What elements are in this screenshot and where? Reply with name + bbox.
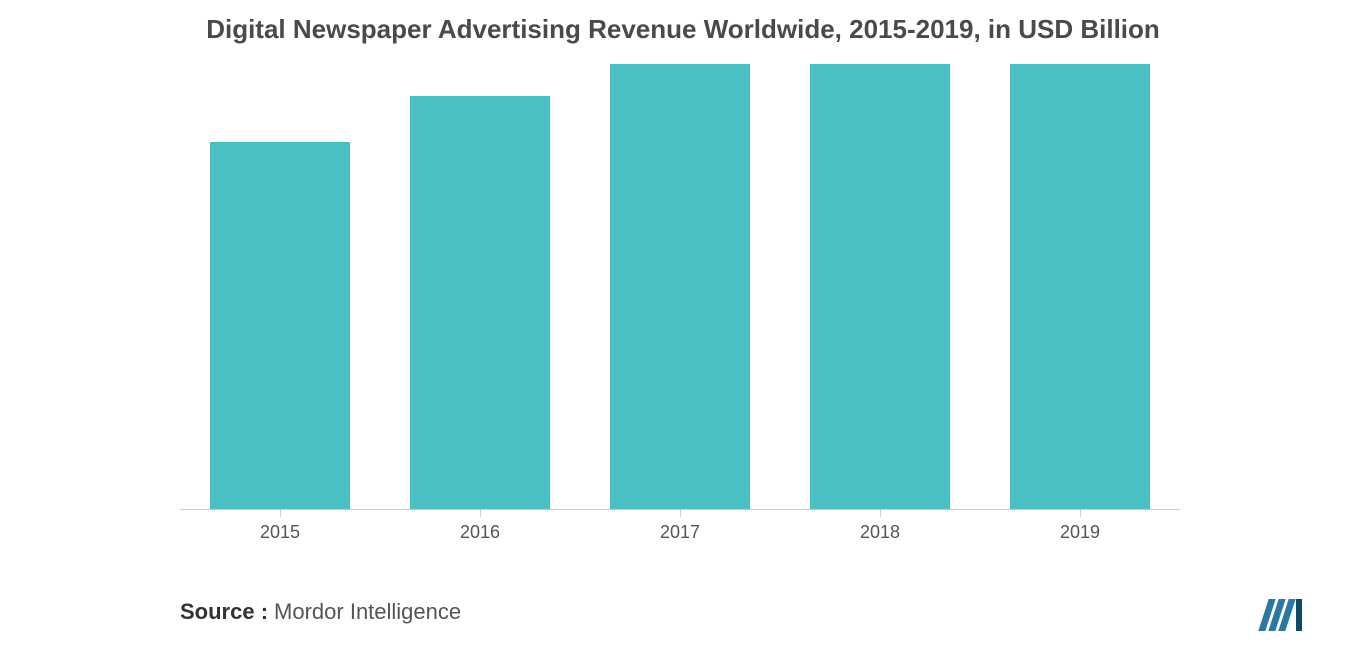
x-label-2016: 2016 xyxy=(410,522,550,543)
x-label-2019: 2019 xyxy=(1010,522,1150,543)
bar-2019 xyxy=(1010,64,1150,509)
x-tick xyxy=(680,510,681,517)
bars-container xyxy=(180,50,1180,509)
x-tick xyxy=(1080,510,1081,517)
x-tick xyxy=(480,510,481,517)
x-tick xyxy=(880,510,881,517)
chart-title: Digital Newspaper Advertising Revenue Wo… xyxy=(0,0,1366,45)
chart-plot-area: 20152016201720182019 xyxy=(180,50,1180,510)
x-label-2015: 2015 xyxy=(210,522,350,543)
mordor-logo-icon xyxy=(1256,595,1306,635)
x-label-2017: 2017 xyxy=(610,522,750,543)
source-value: Mordor Intelligence xyxy=(274,599,461,625)
x-tick xyxy=(280,510,281,517)
source-label: Source : xyxy=(180,599,268,625)
bar-2016 xyxy=(410,96,550,509)
bar-2018 xyxy=(810,64,950,509)
bar-2015 xyxy=(210,142,350,509)
x-label-2018: 2018 xyxy=(810,522,950,543)
bar-2017 xyxy=(610,64,750,509)
source-attribution: Source : Mordor Intelligence xyxy=(180,599,461,625)
